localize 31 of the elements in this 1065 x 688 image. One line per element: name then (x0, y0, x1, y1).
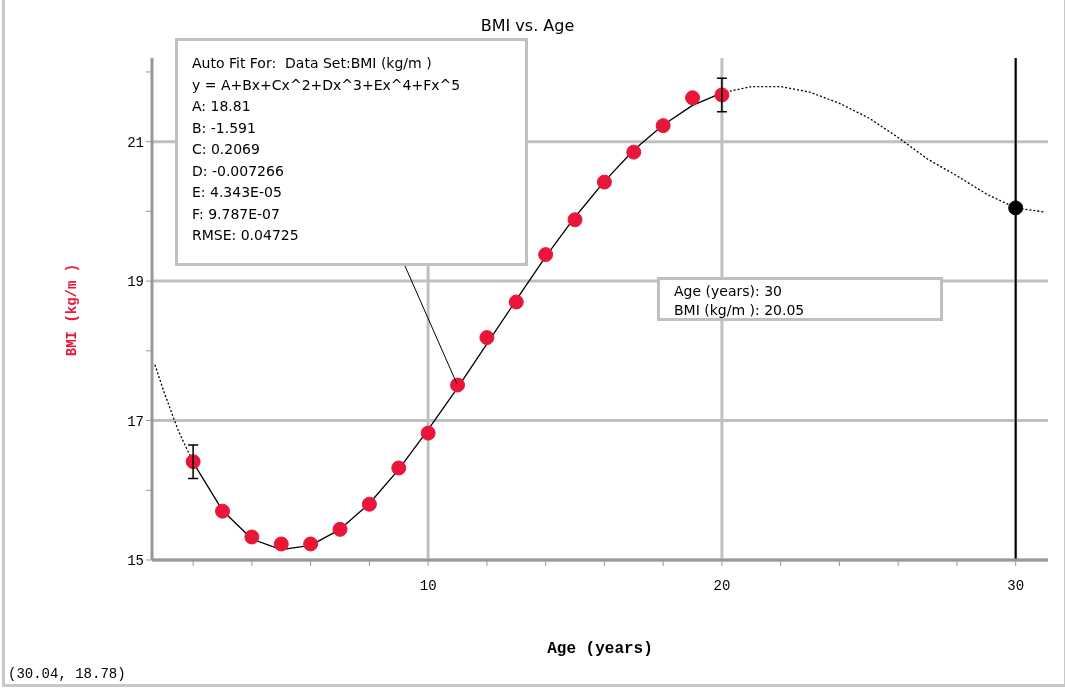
y-tick-label: 17 (127, 413, 144, 430)
point (626, 144, 642, 160)
point (215, 503, 231, 519)
chart-title: BMI vs. Age (479, 16, 576, 35)
point (332, 521, 348, 537)
point (479, 330, 495, 346)
point (655, 118, 671, 134)
point (508, 294, 524, 310)
y-tick-label: 21 (127, 134, 144, 151)
text: (30.04, 18.78) (8, 666, 126, 682)
point (273, 536, 289, 552)
x-tick-label: 30 (1007, 577, 1025, 594)
point (450, 377, 466, 393)
y-tick-label: 15 (127, 552, 144, 569)
x-tick-label: 20 (713, 577, 731, 594)
point (1008, 200, 1024, 216)
point (420, 425, 436, 441)
point (361, 496, 377, 512)
point (567, 212, 583, 228)
x-axis-title: Age (years) (546, 640, 654, 658)
point (244, 529, 260, 545)
point (391, 460, 407, 476)
point (685, 90, 701, 106)
x-tick-label: 10 (419, 577, 437, 594)
y-tick-label: 19 (127, 274, 144, 291)
annotation: Age (years): 30 BMI (kg/m ): 20.05 (674, 282, 805, 320)
point (538, 247, 554, 263)
y-axis-title: BMI (kg/m ) (64, 263, 80, 357)
point (303, 536, 319, 552)
text: Auto Fit For: Data Set:BMI (kg/m ) y = A+Bx+Cx^2+Dx^3+Ex^4+Fx^5 A: 18.81 B: -1.591 C: 0.2069 D: -0.007266 E: 4.343E-05 F: 9.787E-07 RMSE: 0.04725 (192, 55, 461, 243)
point (596, 174, 612, 190)
